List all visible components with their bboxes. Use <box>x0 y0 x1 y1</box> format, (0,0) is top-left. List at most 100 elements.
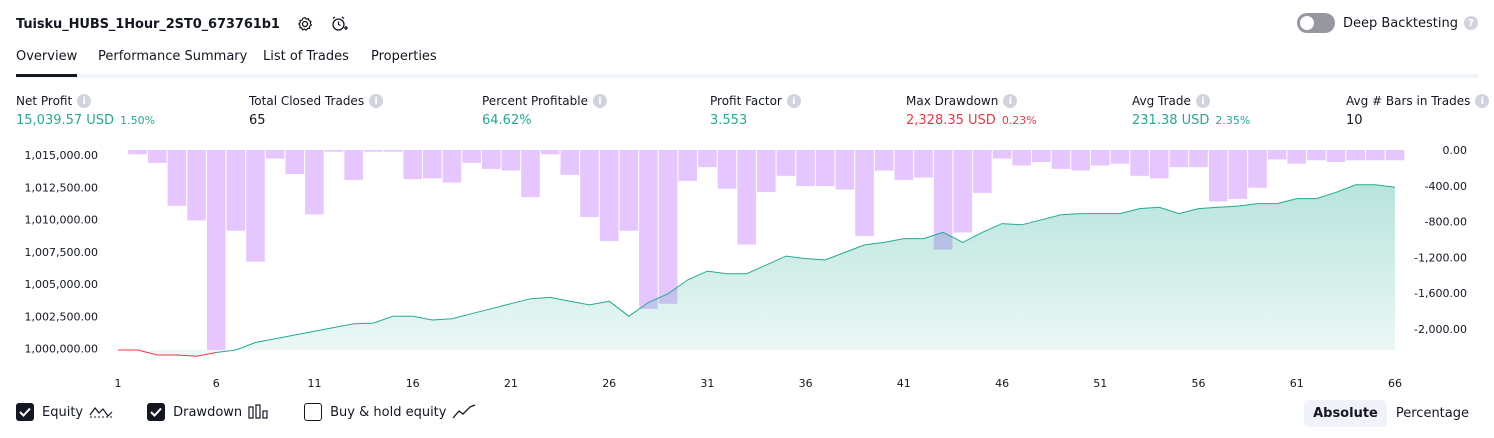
drawdown-bar <box>482 150 501 169</box>
x-tick-label: 51 <box>1093 377 1107 390</box>
drawdown-bar <box>285 150 305 175</box>
drawdown-bar <box>953 150 973 233</box>
alarm-clock-add-icon[interactable] <box>330 15 348 33</box>
info-icon[interactable]: i <box>1475 94 1490 108</box>
drawdown-bar <box>442 150 462 183</box>
x-tick-label: 1 <box>115 377 122 390</box>
y-left-tick-label: 1,015,000.00 <box>25 149 98 162</box>
drawdown-bar <box>167 150 187 206</box>
drawdown-bar <box>580 150 599 217</box>
legend-label: Equity <box>42 404 84 420</box>
chart-legend: Equity Drawdown Buy & hold equity <box>16 403 510 421</box>
drawdown-bar <box>540 150 560 155</box>
drawdown-bar <box>206 150 226 350</box>
y-right-tick-label: -1,200.00 <box>1414 251 1467 264</box>
equity-line-icon <box>89 404 113 420</box>
y-right-tick-label: -1,600.00 <box>1414 287 1467 300</box>
info-icon[interactable]: i <box>592 94 607 108</box>
drawdown-bar <box>1287 150 1306 164</box>
tab-properties[interactable]: Properties <box>371 49 437 64</box>
drawdown-bar <box>1130 150 1149 176</box>
drawdown-bar <box>1208 150 1228 202</box>
strategy-title: Tuisku_HUBS_1Hour_2ST0_673761b1 <box>16 16 280 32</box>
drawdown-bar <box>658 150 678 304</box>
y-right-tick-label: 0.00 <box>1443 144 1468 157</box>
drawdown-bar <box>1110 150 1130 164</box>
drawdown-bar <box>1149 150 1169 179</box>
display-mode-switch: Absolute Percentage <box>1304 400 1478 427</box>
equity-drawdown-chart: 1,015,000.00 1,012,500.00 1,010,000.00 1,00… <box>25 144 1468 390</box>
legend-buy-hold-equity[interactable]: Buy & hold equity <box>304 403 476 421</box>
x-tick-label: 6 <box>213 377 220 390</box>
tab-list-of-trades[interactable]: List of Trades <box>263 49 349 64</box>
deep-backtesting-control: Deep Backtesting ? <box>1296 13 1478 33</box>
metric-profit-factor: Profit Factor i 3.553 <box>710 94 801 128</box>
toggle-knob <box>1299 16 1314 30</box>
y-right-tick-label: -400.00 <box>1425 180 1467 193</box>
equity-checkbox[interactable] <box>16 403 34 421</box>
x-tick-label: 66 <box>1388 377 1402 390</box>
y-left-tick-label: 1,007,500.00 <box>25 246 98 259</box>
legend-label: Drawdown <box>173 404 243 420</box>
x-tick-label: 26 <box>602 377 616 390</box>
drawdown-bar <box>1366 150 1385 161</box>
drawdown-checkbox[interactable] <box>147 403 166 421</box>
drawdown-bar <box>1228 150 1248 199</box>
gear-icon[interactable] <box>296 15 314 33</box>
drawdown-bar <box>305 150 324 215</box>
drawdown-bar <box>462 150 481 163</box>
metric-label: Net Profit <box>16 94 73 108</box>
tab-performance-summary[interactable]: Performance Summary <box>98 49 248 64</box>
drawdown-bar <box>855 150 874 236</box>
percentage-mode-button[interactable]: Percentage <box>1395 406 1469 421</box>
x-tick-label: 16 <box>406 377 420 390</box>
drawdown-bar <box>1385 150 1405 161</box>
drawdown-bar <box>1169 150 1189 168</box>
y-right-tick-label: -800.00 <box>1425 216 1467 229</box>
info-icon[interactable]: i <box>786 94 801 108</box>
drawdown-bar <box>383 150 403 152</box>
drawdown-bar <box>364 150 383 152</box>
info-icon[interactable]: i <box>77 94 92 108</box>
drawdown-bar <box>992 150 1012 159</box>
info-icon[interactable]: i <box>1195 94 1210 108</box>
drawdown-bar <box>717 150 737 189</box>
legend-equity[interactable]: Equity <box>16 403 113 421</box>
drawdown-bar <box>187 150 206 221</box>
drawdown-bar <box>973 150 992 193</box>
info-icon[interactable]: i <box>369 94 384 108</box>
x-tick-label: 46 <box>995 377 1009 390</box>
drawdown-bar <box>1012 150 1031 166</box>
absolute-mode-button[interactable]: Absolute <box>1304 400 1387 427</box>
legend-drawdown[interactable]: Drawdown <box>147 403 270 421</box>
metric-value: 64.62% <box>482 113 532 128</box>
drawdown-bar <box>678 150 697 181</box>
help-icon[interactable]: ? <box>1464 16 1478 30</box>
drawdown-bar <box>1091 150 1110 166</box>
metric-value: 3.553 <box>710 113 748 128</box>
info-icon[interactable]: i <box>1003 94 1018 108</box>
metric-avg-bars-in-trades: Avg # Bars in Trades i 10 <box>1346 94 1490 128</box>
metric-label: Profit Factor <box>710 94 782 108</box>
drawdown-bar <box>423 150 442 179</box>
metric-percent: 1.50% <box>120 114 156 127</box>
x-tick-label: 21 <box>504 377 518 390</box>
drawdown-bar <box>698 150 717 168</box>
equity-line-negative <box>118 349 217 357</box>
metric-value: 10 <box>1346 113 1363 128</box>
deep-backtesting-toggle[interactable] <box>1296 13 1335 33</box>
drawdown-bar <box>1071 150 1090 171</box>
equity-line <box>216 184 1396 353</box>
drawdown-bar <box>1248 150 1267 188</box>
tab-overview[interactable]: Overview <box>16 49 78 77</box>
drawdown-bar <box>776 150 796 176</box>
y-left-tick-label: 1,005,000.00 <box>25 278 98 291</box>
buy-hold-checkbox[interactable] <box>304 403 323 421</box>
metric-value: 2,328.35 USD <box>906 113 996 128</box>
drawdown-bar <box>639 150 658 309</box>
drawdown-bar <box>246 150 265 262</box>
drawdown-bar <box>1032 150 1051 162</box>
metric-value: 231.38 USD <box>1132 113 1210 128</box>
metric-label: Avg Trade <box>1132 94 1191 108</box>
drawdown-bar <box>344 150 363 181</box>
